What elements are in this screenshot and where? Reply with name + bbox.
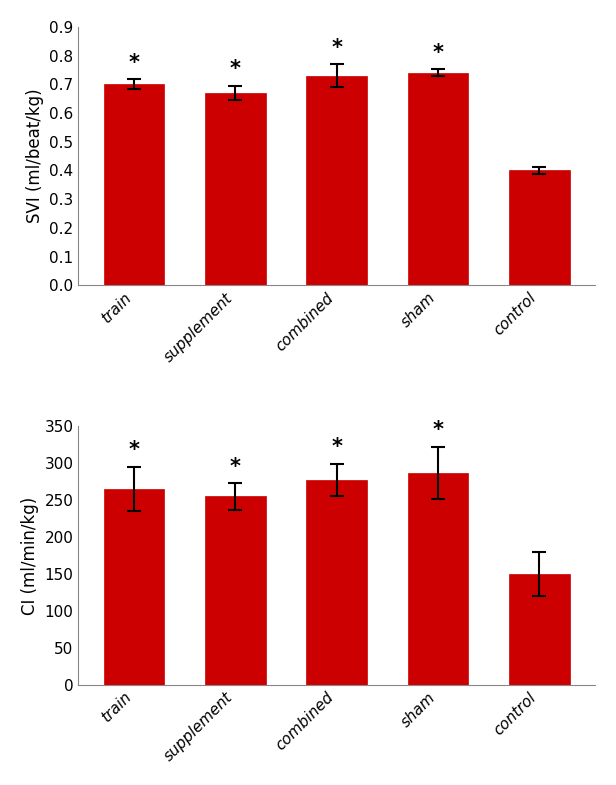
Bar [408, 73, 469, 286]
Bar [103, 84, 164, 286]
Bar [205, 496, 265, 685]
Text: *: * [331, 437, 342, 458]
Bar [509, 170, 570, 286]
Y-axis label: CI (ml/min/kg): CI (ml/min/kg) [21, 496, 39, 615]
Bar [205, 93, 265, 286]
Text: *: * [129, 440, 139, 461]
Text: *: * [129, 53, 139, 73]
Y-axis label: SVI (ml/beat/kg): SVI (ml/beat/kg) [26, 89, 44, 224]
Bar [408, 473, 469, 685]
Text: *: * [230, 59, 241, 79]
Text: *: * [432, 421, 444, 440]
Text: *: * [331, 38, 342, 58]
Text: *: * [230, 457, 241, 476]
Text: *: * [432, 43, 444, 63]
Bar [509, 574, 570, 685]
Bar [103, 489, 164, 685]
Bar [306, 75, 367, 286]
Bar [306, 480, 367, 685]
